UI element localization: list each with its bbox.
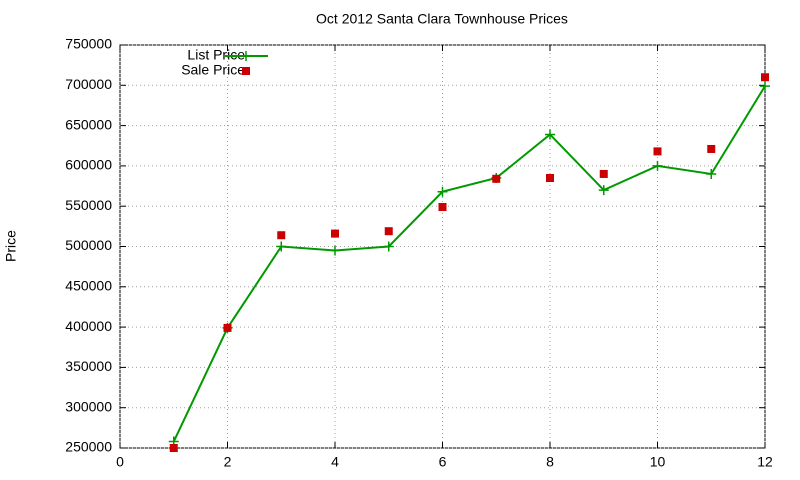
x-tick-label: 2 (224, 454, 232, 470)
y-tick-label: 650000 (65, 116, 112, 132)
data-point (598, 185, 609, 196)
data-point (706, 168, 717, 179)
legend-marker (242, 67, 250, 75)
y-tick-label: 250000 (65, 439, 112, 455)
x-tick-label: 4 (331, 454, 339, 470)
y-tick-label: 300000 (65, 398, 112, 414)
data-point (652, 160, 663, 171)
data-point (653, 147, 662, 156)
data-point (545, 129, 555, 140)
data-point (707, 144, 716, 153)
data-point (169, 444, 178, 452)
y-tick-label: 500000 (65, 237, 112, 253)
x-tick-label: 12 (757, 454, 773, 470)
data-point (383, 241, 394, 252)
data-point (492, 174, 501, 183)
chart-title: Oct 2012 Santa Clara Townhouse Prices (316, 11, 568, 27)
y-tick-label: 750000 (65, 36, 112, 52)
series-line (172, 85, 766, 442)
data-point (760, 81, 770, 92)
legend-marker (241, 51, 251, 61)
data-point (331, 229, 339, 238)
data-point (761, 73, 769, 82)
data-point (546, 173, 554, 182)
y-tick-label: 400000 (65, 318, 112, 334)
legend-label: List Price (187, 47, 245, 63)
y-tick-label: 700000 (65, 76, 112, 92)
data-point (223, 323, 232, 332)
x-tick-label: 0 (116, 454, 124, 470)
data-point (277, 231, 286, 240)
y-tick-label: 350000 (65, 358, 112, 374)
y-axis-label: Price (3, 230, 19, 262)
x-tick-label: 8 (546, 454, 554, 470)
data-point (330, 245, 340, 256)
x-tick-label: 10 (650, 454, 666, 470)
x-tick-label: 6 (439, 454, 447, 470)
y-tick-label: 550000 (65, 197, 112, 213)
data-point (384, 227, 393, 236)
y-tick-label: 600000 (65, 157, 112, 173)
data-point (276, 241, 287, 252)
data-point (437, 186, 448, 197)
y-tick-label: 450000 (65, 278, 112, 294)
legend-label: Sale Price (181, 62, 245, 78)
data-point (438, 203, 447, 212)
data-point (599, 169, 608, 178)
